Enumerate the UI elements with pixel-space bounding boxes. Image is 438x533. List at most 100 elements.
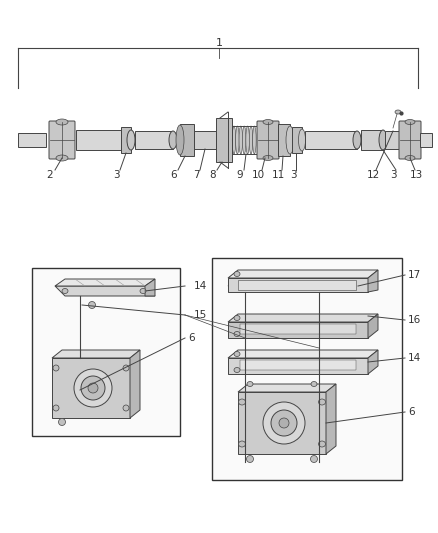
Text: 2: 2: [46, 170, 53, 180]
Bar: [240, 324, 355, 334]
Ellipse shape: [270, 410, 297, 436]
Ellipse shape: [233, 271, 240, 277]
Bar: [240, 360, 355, 370]
FancyBboxPatch shape: [256, 121, 279, 159]
Bar: [384, 131, 402, 149]
Ellipse shape: [394, 110, 400, 114]
Polygon shape: [367, 270, 377, 292]
Ellipse shape: [74, 369, 112, 407]
Polygon shape: [227, 278, 367, 292]
Ellipse shape: [53, 365, 59, 371]
Ellipse shape: [247, 382, 252, 386]
Polygon shape: [227, 278, 367, 286]
Ellipse shape: [238, 441, 245, 447]
Bar: [419, 133, 431, 147]
Polygon shape: [52, 350, 140, 358]
Polygon shape: [145, 279, 155, 296]
Ellipse shape: [233, 351, 240, 357]
Text: 3: 3: [289, 170, 296, 180]
Text: 14: 14: [194, 281, 207, 291]
Polygon shape: [367, 314, 377, 338]
Polygon shape: [227, 350, 377, 358]
Text: 3: 3: [113, 170, 119, 180]
Ellipse shape: [235, 126, 239, 154]
Ellipse shape: [285, 126, 293, 154]
FancyBboxPatch shape: [398, 121, 420, 159]
Ellipse shape: [140, 288, 146, 294]
Bar: [215, 118, 231, 162]
Ellipse shape: [232, 126, 235, 154]
Ellipse shape: [318, 441, 325, 447]
Polygon shape: [367, 350, 377, 374]
Polygon shape: [237, 384, 335, 392]
Ellipse shape: [404, 119, 414, 125]
FancyBboxPatch shape: [49, 121, 75, 159]
Bar: [76, 130, 121, 150]
Text: 6: 6: [170, 170, 177, 180]
Ellipse shape: [310, 382, 316, 386]
Ellipse shape: [298, 129, 305, 151]
Ellipse shape: [318, 399, 325, 405]
Ellipse shape: [88, 383, 98, 393]
Text: 8: 8: [209, 170, 216, 180]
Ellipse shape: [310, 456, 317, 463]
Text: 16: 16: [407, 315, 420, 325]
Text: 11: 11: [271, 170, 284, 180]
Text: 17: 17: [407, 270, 420, 280]
Ellipse shape: [279, 418, 288, 428]
Bar: [277, 124, 290, 156]
Ellipse shape: [352, 131, 360, 149]
Bar: [231, 126, 259, 154]
Bar: [18, 133, 46, 147]
Ellipse shape: [245, 126, 249, 154]
Bar: [135, 131, 173, 149]
Polygon shape: [52, 358, 130, 418]
Ellipse shape: [53, 405, 59, 411]
Ellipse shape: [62, 288, 68, 294]
Ellipse shape: [123, 365, 129, 371]
Polygon shape: [227, 322, 367, 338]
Polygon shape: [325, 384, 335, 454]
Bar: [212, 258, 401, 480]
Text: 13: 13: [409, 170, 422, 180]
Ellipse shape: [378, 130, 386, 150]
Ellipse shape: [262, 402, 304, 444]
Text: 7: 7: [192, 170, 199, 180]
Ellipse shape: [176, 125, 184, 155]
Bar: [121, 127, 131, 153]
Ellipse shape: [58, 418, 65, 425]
Ellipse shape: [127, 130, 135, 150]
Ellipse shape: [404, 156, 414, 160]
Ellipse shape: [233, 367, 240, 373]
Ellipse shape: [233, 316, 240, 320]
Polygon shape: [227, 314, 377, 322]
Text: 15: 15: [194, 310, 207, 320]
Ellipse shape: [56, 155, 68, 161]
Ellipse shape: [252, 126, 255, 154]
Ellipse shape: [169, 131, 177, 149]
Ellipse shape: [233, 332, 240, 336]
Bar: [237, 280, 355, 290]
Text: 1: 1: [215, 38, 222, 48]
Ellipse shape: [88, 302, 95, 309]
Bar: [291, 127, 301, 153]
Ellipse shape: [262, 156, 272, 160]
Text: 3: 3: [389, 170, 396, 180]
Polygon shape: [227, 358, 367, 374]
Polygon shape: [130, 350, 140, 418]
Bar: [180, 124, 194, 156]
Text: 14: 14: [407, 353, 420, 363]
Bar: [304, 131, 356, 149]
Ellipse shape: [123, 405, 129, 411]
Bar: [194, 131, 215, 149]
Bar: [360, 130, 382, 150]
Polygon shape: [55, 279, 155, 286]
Ellipse shape: [56, 119, 68, 125]
Ellipse shape: [81, 376, 105, 400]
Polygon shape: [237, 392, 325, 454]
Text: 10: 10: [251, 170, 264, 180]
Polygon shape: [227, 270, 377, 278]
Ellipse shape: [249, 126, 252, 154]
Text: 6: 6: [407, 407, 413, 417]
Ellipse shape: [246, 456, 253, 463]
